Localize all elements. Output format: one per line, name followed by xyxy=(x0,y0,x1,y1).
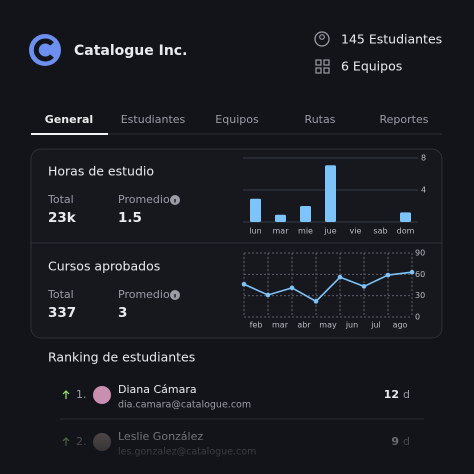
line-point xyxy=(361,284,367,289)
bar xyxy=(400,212,411,222)
metric-value: 3 xyxy=(118,305,127,321)
x-tick-label: jul xyxy=(370,321,381,330)
rank: 1. xyxy=(76,388,87,401)
score-unit: d xyxy=(403,388,410,401)
x-tick-label: may xyxy=(319,321,337,330)
x-tick-label: abr xyxy=(297,321,311,330)
metric-value: 1.5 xyxy=(118,210,142,226)
ranking-title: Ranking de estudiantes xyxy=(48,350,195,365)
line-point xyxy=(241,281,247,287)
line-point xyxy=(313,299,319,304)
x-tick-label: feb xyxy=(250,321,263,330)
line-point xyxy=(385,272,391,278)
x-tick-label: vie xyxy=(350,227,362,236)
tab[interactable]: General xyxy=(45,113,93,126)
y-tick-label: 8 xyxy=(421,154,426,163)
line-point xyxy=(289,285,295,291)
students-stat: 145 Estudiantes xyxy=(341,32,442,47)
bar xyxy=(300,206,311,222)
x-tick-label: mar xyxy=(273,227,290,236)
tab[interactable]: Estudiantes xyxy=(121,113,186,126)
metric-label: Promedio xyxy=(118,193,170,206)
x-tick-label: mie xyxy=(298,227,313,236)
student-email: dia.camara@catalogue.com xyxy=(118,400,251,411)
score: 12 xyxy=(384,388,399,401)
teams-icon xyxy=(315,59,330,74)
avatar xyxy=(93,386,111,404)
line-point xyxy=(337,274,343,280)
bar xyxy=(250,198,261,222)
x-tick-label: jun xyxy=(345,321,358,330)
metric-label: Total xyxy=(47,288,74,301)
y-tick-label: 90 xyxy=(415,249,425,258)
metric-label: Total xyxy=(47,193,74,206)
x-tick-label: jue xyxy=(323,227,336,236)
y-tick-label: 60 xyxy=(415,270,425,279)
y-tick-label: 30 xyxy=(415,291,425,300)
info-icon-stem xyxy=(174,199,176,203)
x-tick-label: ago xyxy=(393,321,408,330)
line-series xyxy=(243,271,413,303)
tab[interactable]: Rutas xyxy=(305,113,336,126)
students-icon xyxy=(314,31,330,47)
tab[interactable]: Reportes xyxy=(380,113,429,126)
card-title: Cursos aprobados xyxy=(48,259,160,274)
teams-stat: 6 Equipos xyxy=(341,59,402,74)
tab[interactable]: Equipos xyxy=(215,113,259,126)
metric-value: 337 xyxy=(48,305,76,321)
bar xyxy=(325,165,336,222)
x-tick-label: dom xyxy=(397,227,415,236)
tabs: General Estudiantes Equipos Rutas Reportes xyxy=(45,113,429,126)
bar xyxy=(275,214,286,222)
card-sections: Horas de estudio Total 23k Promedio 1.5 4 8 lun… xyxy=(47,154,426,330)
x-tick-label: lun xyxy=(249,227,261,236)
metric-label: Promedio xyxy=(118,288,170,301)
x-tick-label: sab xyxy=(373,227,387,236)
info-icon-stem xyxy=(174,294,176,298)
students-icon-head xyxy=(319,34,325,40)
line-point xyxy=(409,269,415,275)
bottom-fade xyxy=(0,425,474,474)
company-name: Catalogue Inc. xyxy=(74,43,187,59)
logo-mark xyxy=(33,38,54,62)
x-tick-label: mar xyxy=(272,321,289,330)
student-name: Diana Cámara xyxy=(118,383,197,396)
trend-arrow xyxy=(62,390,70,399)
ranking-row[interactable]: 1. Diana Cámara dia.camara@catalogue.com 12… xyxy=(62,383,410,411)
card-title: Horas de estudio xyxy=(48,164,154,179)
metric-value: 23k xyxy=(48,210,77,226)
line-point xyxy=(265,292,271,298)
y-tick-label: 4 xyxy=(421,186,426,195)
y-tick-label: 0 xyxy=(415,313,420,322)
